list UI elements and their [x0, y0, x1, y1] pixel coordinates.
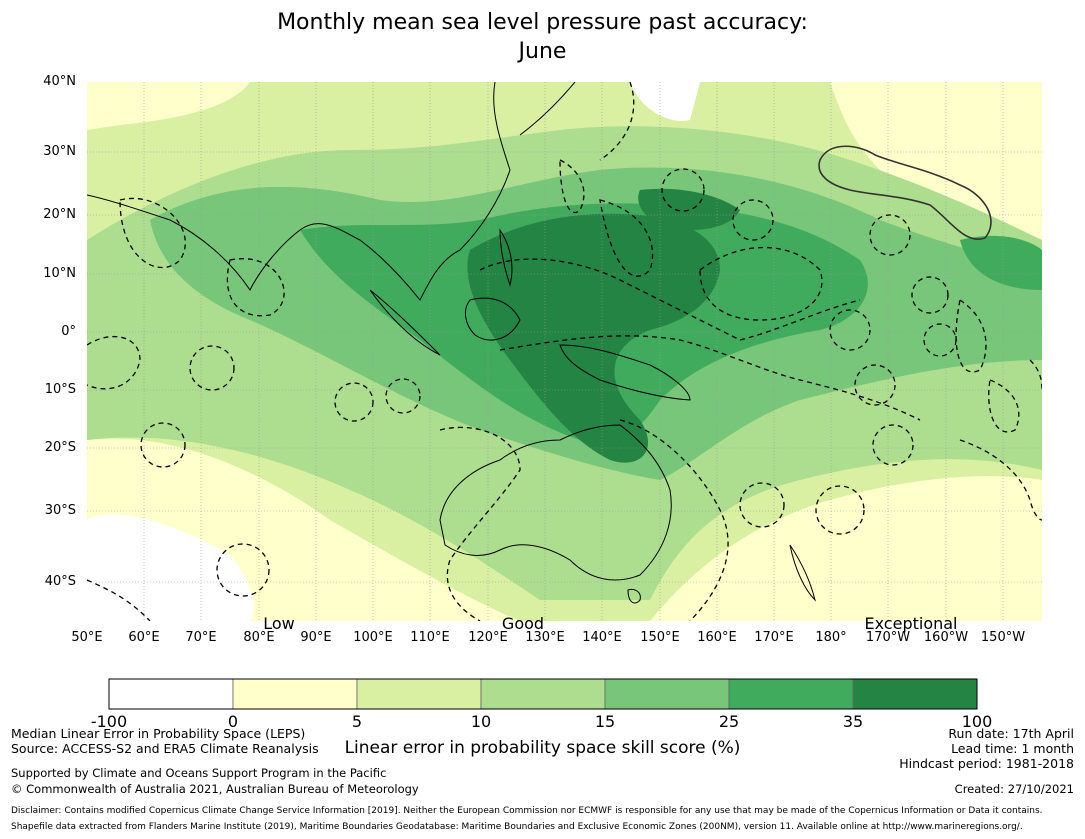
lat-label: 0°: [61, 324, 76, 339]
skill-region-high: [960, 235, 1042, 290]
colorbar-outline: [108, 678, 978, 710]
australia-coast: [439, 424, 672, 581]
map-title: Monthly mean sea level pressure past acc…: [277, 10, 808, 35]
skill-region-light: [830, 82, 1042, 240]
philippines-coast: [499, 228, 513, 287]
lon-label: 160°E: [697, 630, 737, 645]
coastlines: [87, 82, 816, 604]
skill-region-white: [630, 82, 700, 121]
lat-label: 30°S: [44, 503, 76, 518]
tasmania-coast: [627, 589, 641, 604]
colorbar-segment: [356, 678, 482, 710]
colorbar-label: Linear error in probability space skill …: [344, 738, 741, 758]
lead-time: Lead time: 1 month: [951, 741, 1074, 756]
lon-label: 80°E: [243, 630, 275, 645]
lon-label: 110°E: [410, 630, 450, 645]
lat-label: 20°N: [43, 207, 76, 222]
source-text: Source: ACCESS-S2 and ERA5 Climate Reana…: [11, 741, 319, 756]
hindcast-period: Hindcast period: 1981-2018: [899, 756, 1074, 771]
lat-label: 40°N: [43, 74, 76, 89]
maritime-boundaries: [87, 82, 1042, 621]
colorbar-segment: [728, 678, 854, 710]
colorbar-tick: 0: [227, 712, 239, 731]
lat-label: 20°S: [44, 440, 76, 455]
colorbar: [108, 678, 978, 710]
japan-coast: [519, 82, 576, 136]
colorbar-tick: -100: [90, 712, 128, 731]
category-label-low: Low: [263, 614, 295, 633]
lat-label: 10°N: [43, 266, 76, 281]
created-date: Created: 27/10/2021: [954, 782, 1074, 796]
lon-label: 60°E: [128, 630, 160, 645]
graticule: [87, 82, 1042, 621]
lon-label: 50°E: [71, 630, 103, 645]
lat-label: 10°S: [44, 382, 76, 397]
colorbar-tick: 25: [718, 712, 740, 731]
colorbar-segment: [852, 678, 978, 710]
lon-label: 170°W: [865, 630, 911, 645]
new-zealand-coast: [789, 544, 816, 602]
colorbar-tick: 35: [842, 712, 864, 731]
colorbar-segment: [108, 678, 234, 710]
borneo-coast: [464, 297, 521, 341]
solid-boundary: [818, 145, 992, 240]
category-label-good: Good: [501, 614, 545, 633]
copyright-text: © Commonwealth of Australia 2021, Austra…: [11, 782, 419, 796]
colorbar-tick: 100: [961, 712, 993, 731]
colorbar-segment: [480, 678, 606, 710]
lat-label: 30°N: [43, 144, 76, 159]
lon-label: 150°E: [640, 630, 680, 645]
colorbar-segment: [232, 678, 358, 710]
skill-region-light: [650, 476, 1042, 621]
sumatra-coast: [369, 289, 441, 356]
lat-label: 40°S: [44, 574, 76, 589]
new-guinea-coast: [559, 344, 691, 401]
lon-label: 100°E: [353, 630, 393, 645]
lon-label: 70°E: [185, 630, 217, 645]
lon-label: 130°E: [525, 630, 565, 645]
skill-region-white: [87, 514, 254, 621]
method-text: Median Linear Error in Probability Space…: [11, 726, 306, 741]
lon-label: 120°E: [468, 630, 508, 645]
lon-label: 140°E: [582, 630, 622, 645]
lon-label: 180°: [815, 630, 847, 645]
disclaimer-text: Disclaimer: Contains modified Copernicus…: [11, 806, 1043, 816]
shapefile-credit: Shapefile data extracted from Flanders M…: [11, 822, 1023, 832]
colorbar-segment: [604, 678, 730, 710]
lon-label: 150°W: [980, 630, 1026, 645]
lon-label: 160°W: [923, 630, 969, 645]
colorbar-tick: 15: [594, 712, 616, 731]
support-text: Supported by Climate and Oceans Support …: [11, 766, 387, 780]
run-date: Run date: 17th April: [948, 726, 1074, 741]
skill-region-light: [87, 82, 250, 130]
colorbar-tick: 10: [470, 712, 492, 731]
colorbar-tick: 5: [351, 712, 363, 731]
category-label-exceptional: Exceptional: [864, 614, 958, 633]
map-subtitle: June: [518, 39, 567, 64]
asia-coast: [87, 82, 511, 301]
lon-label: 170°E: [754, 630, 794, 645]
lon-label: 90°E: [300, 630, 332, 645]
skill-region-very-high: [467, 213, 720, 463]
